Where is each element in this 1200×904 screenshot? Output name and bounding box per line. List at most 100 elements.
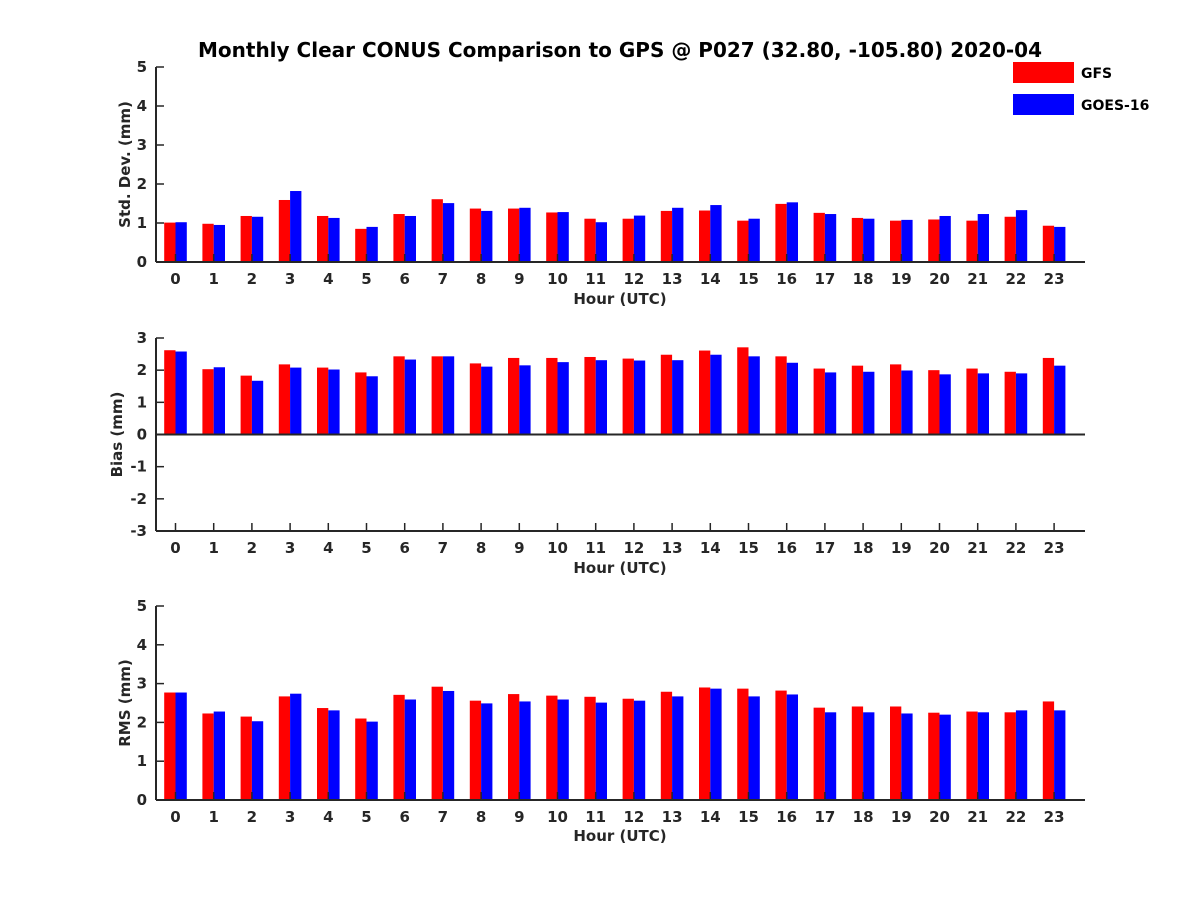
rms-x-tick-label: 15 [738, 808, 759, 826]
std-dev-bar-goes16-0 [175, 222, 187, 262]
rms-bar-goes16-12 [633, 700, 646, 800]
bias-bar-goes16-2 [251, 380, 264, 435]
std-dev-bar-gfs-3 [278, 199, 291, 262]
chart-title: Monthly Clear CONUS Comparison to GPS @ … [198, 38, 1042, 62]
rms-x-axis-label: Hour (UTC) [573, 827, 666, 845]
rms-x-tick-label: 19 [891, 808, 912, 826]
std-dev-bar-gfs-9 [508, 208, 520, 262]
bias-x-tick-label: 22 [1005, 539, 1026, 557]
rms-x-tick-label: 2 [247, 808, 257, 826]
std-dev-x-tick-label: 2 [247, 270, 257, 288]
bias-x-tick-label: 6 [399, 539, 409, 557]
bias-y-tick-label: 1 [137, 393, 147, 411]
std-dev-x-tick-label: 0 [170, 270, 180, 288]
rms-y-tick-label: 4 [137, 636, 147, 654]
bias-bar-gfs-17 [813, 368, 825, 435]
std-dev-x-tick-label: 21 [967, 270, 988, 288]
bias-bar-goes16-7 [442, 356, 455, 435]
bias-bar-goes16-22 [1015, 373, 1028, 435]
std-dev-x-tick-label: 4 [323, 270, 333, 288]
std-dev-bar-goes16-13 [672, 207, 684, 262]
rms-bar-goes16-13 [672, 696, 684, 800]
std-dev-bar-gfs-12 [622, 218, 634, 262]
rms-y-tick-label: 0 [137, 791, 147, 809]
rms-y-axis-label: RMS (mm) [116, 659, 134, 746]
rms-x-tick-label: 3 [285, 808, 295, 826]
bias-x-tick-label: 18 [853, 539, 874, 557]
rms-bar-gfs-9 [508, 694, 520, 800]
bias-bar-gfs-0 [164, 350, 176, 435]
std-dev-x-tick-label: 6 [399, 270, 409, 288]
std-dev-bar-goes16-4 [328, 217, 340, 262]
bias-bar-goes16-20 [939, 374, 951, 435]
rms-x-tick-label: 6 [399, 808, 409, 826]
std-dev-x-tick-label: 20 [929, 270, 950, 288]
rms-x-tick-label: 12 [623, 808, 644, 826]
std-dev-x-tick-label: 9 [514, 270, 524, 288]
std-dev-bar-gfs-11 [584, 218, 596, 262]
legend: GFS GOES-16 [1013, 62, 1149, 115]
bias-bar-goes16-9 [519, 365, 531, 435]
bias-bar-gfs-15 [737, 347, 749, 435]
std-dev-bar-gfs-17 [813, 212, 825, 262]
rms-x-tick-label: 4 [323, 808, 333, 826]
rms-bar-goes16-22 [1015, 710, 1028, 800]
rms-bar-goes16-18 [863, 712, 875, 800]
rms-bar-goes16-0 [175, 692, 187, 800]
std-dev-bar-goes16-6 [404, 215, 416, 262]
bias-y-tick-label: -2 [130, 490, 147, 508]
rms-bar-gfs-6 [393, 694, 405, 800]
std-dev-bar-goes16-11 [595, 222, 607, 262]
std-dev-bar-gfs-19 [890, 220, 902, 262]
std-dev-bar-goes16-14 [710, 205, 722, 262]
bias-y-tick-label: -3 [130, 522, 147, 540]
legend-label-goes16: GOES-16 [1081, 98, 1149, 114]
rms-bar-gfs-14 [699, 687, 711, 800]
rms-x-tick-label: 13 [662, 808, 683, 826]
std-dev-bar-goes16-23 [1054, 226, 1066, 262]
legend-label-gfs: GFS [1081, 66, 1112, 82]
bias-bar-goes16-3 [290, 367, 302, 435]
rms-x-tick-label: 14 [700, 808, 721, 826]
bias-x-tick-label: 17 [814, 539, 835, 557]
bias-y-tick-label: -1 [130, 458, 147, 476]
rms-bar-gfs-13 [660, 691, 673, 800]
rms-bar-goes16-8 [481, 703, 493, 800]
rms-y-tick-label: 1 [137, 752, 147, 770]
std-dev-bar-gfs-22 [1004, 216, 1016, 262]
bias-bar-goes16-19 [901, 370, 913, 435]
bias-x-tick-label: 1 [208, 539, 218, 557]
bias-x-tick-label: 5 [361, 539, 371, 557]
std-dev-bar-gfs-21 [966, 220, 978, 262]
rms-bar-gfs-22 [1004, 712, 1016, 800]
rms-bar-gfs-11 [584, 696, 596, 800]
std-dev-x-tick-label: 13 [662, 270, 683, 288]
std-dev-bar-gfs-13 [660, 210, 673, 262]
rms-bar-goes16-23 [1054, 710, 1066, 800]
rms-bar-gfs-20 [928, 712, 940, 800]
std-dev-bar-goes16-21 [977, 214, 989, 262]
bias-bar-gfs-12 [622, 358, 634, 435]
bias-x-tick-label: 16 [776, 539, 797, 557]
rms-bar-gfs-19 [890, 706, 902, 800]
bias-x-tick-label: 8 [476, 539, 486, 557]
std-dev-x-tick-label: 23 [1044, 270, 1065, 288]
std-dev-bar-goes16-10 [557, 212, 569, 262]
rms-x-tick-label: 9 [514, 808, 524, 826]
bias-x-axis-label: Hour (UTC) [573, 559, 666, 577]
std-dev-x-tick-label: 7 [438, 270, 448, 288]
std-dev-y-tick-label: 3 [137, 136, 147, 154]
rms-x-tick-label: 11 [585, 808, 606, 826]
rms-bar-gfs-5 [355, 718, 367, 800]
bias-x-tick-label: 15 [738, 539, 759, 557]
bias-bar-goes16-0 [175, 351, 187, 435]
rms-x-tick-label: 20 [929, 808, 950, 826]
legend-swatch-gfs [1013, 62, 1074, 83]
std-dev-x-tick-label: 15 [738, 270, 759, 288]
rms-x-tick-label: 5 [361, 808, 371, 826]
rms-bar-goes16-20 [939, 714, 951, 800]
bias-bar-goes16-12 [633, 360, 646, 435]
bias-x-tick-label: 23 [1044, 539, 1065, 557]
rms-bar-gfs-21 [966, 711, 978, 800]
